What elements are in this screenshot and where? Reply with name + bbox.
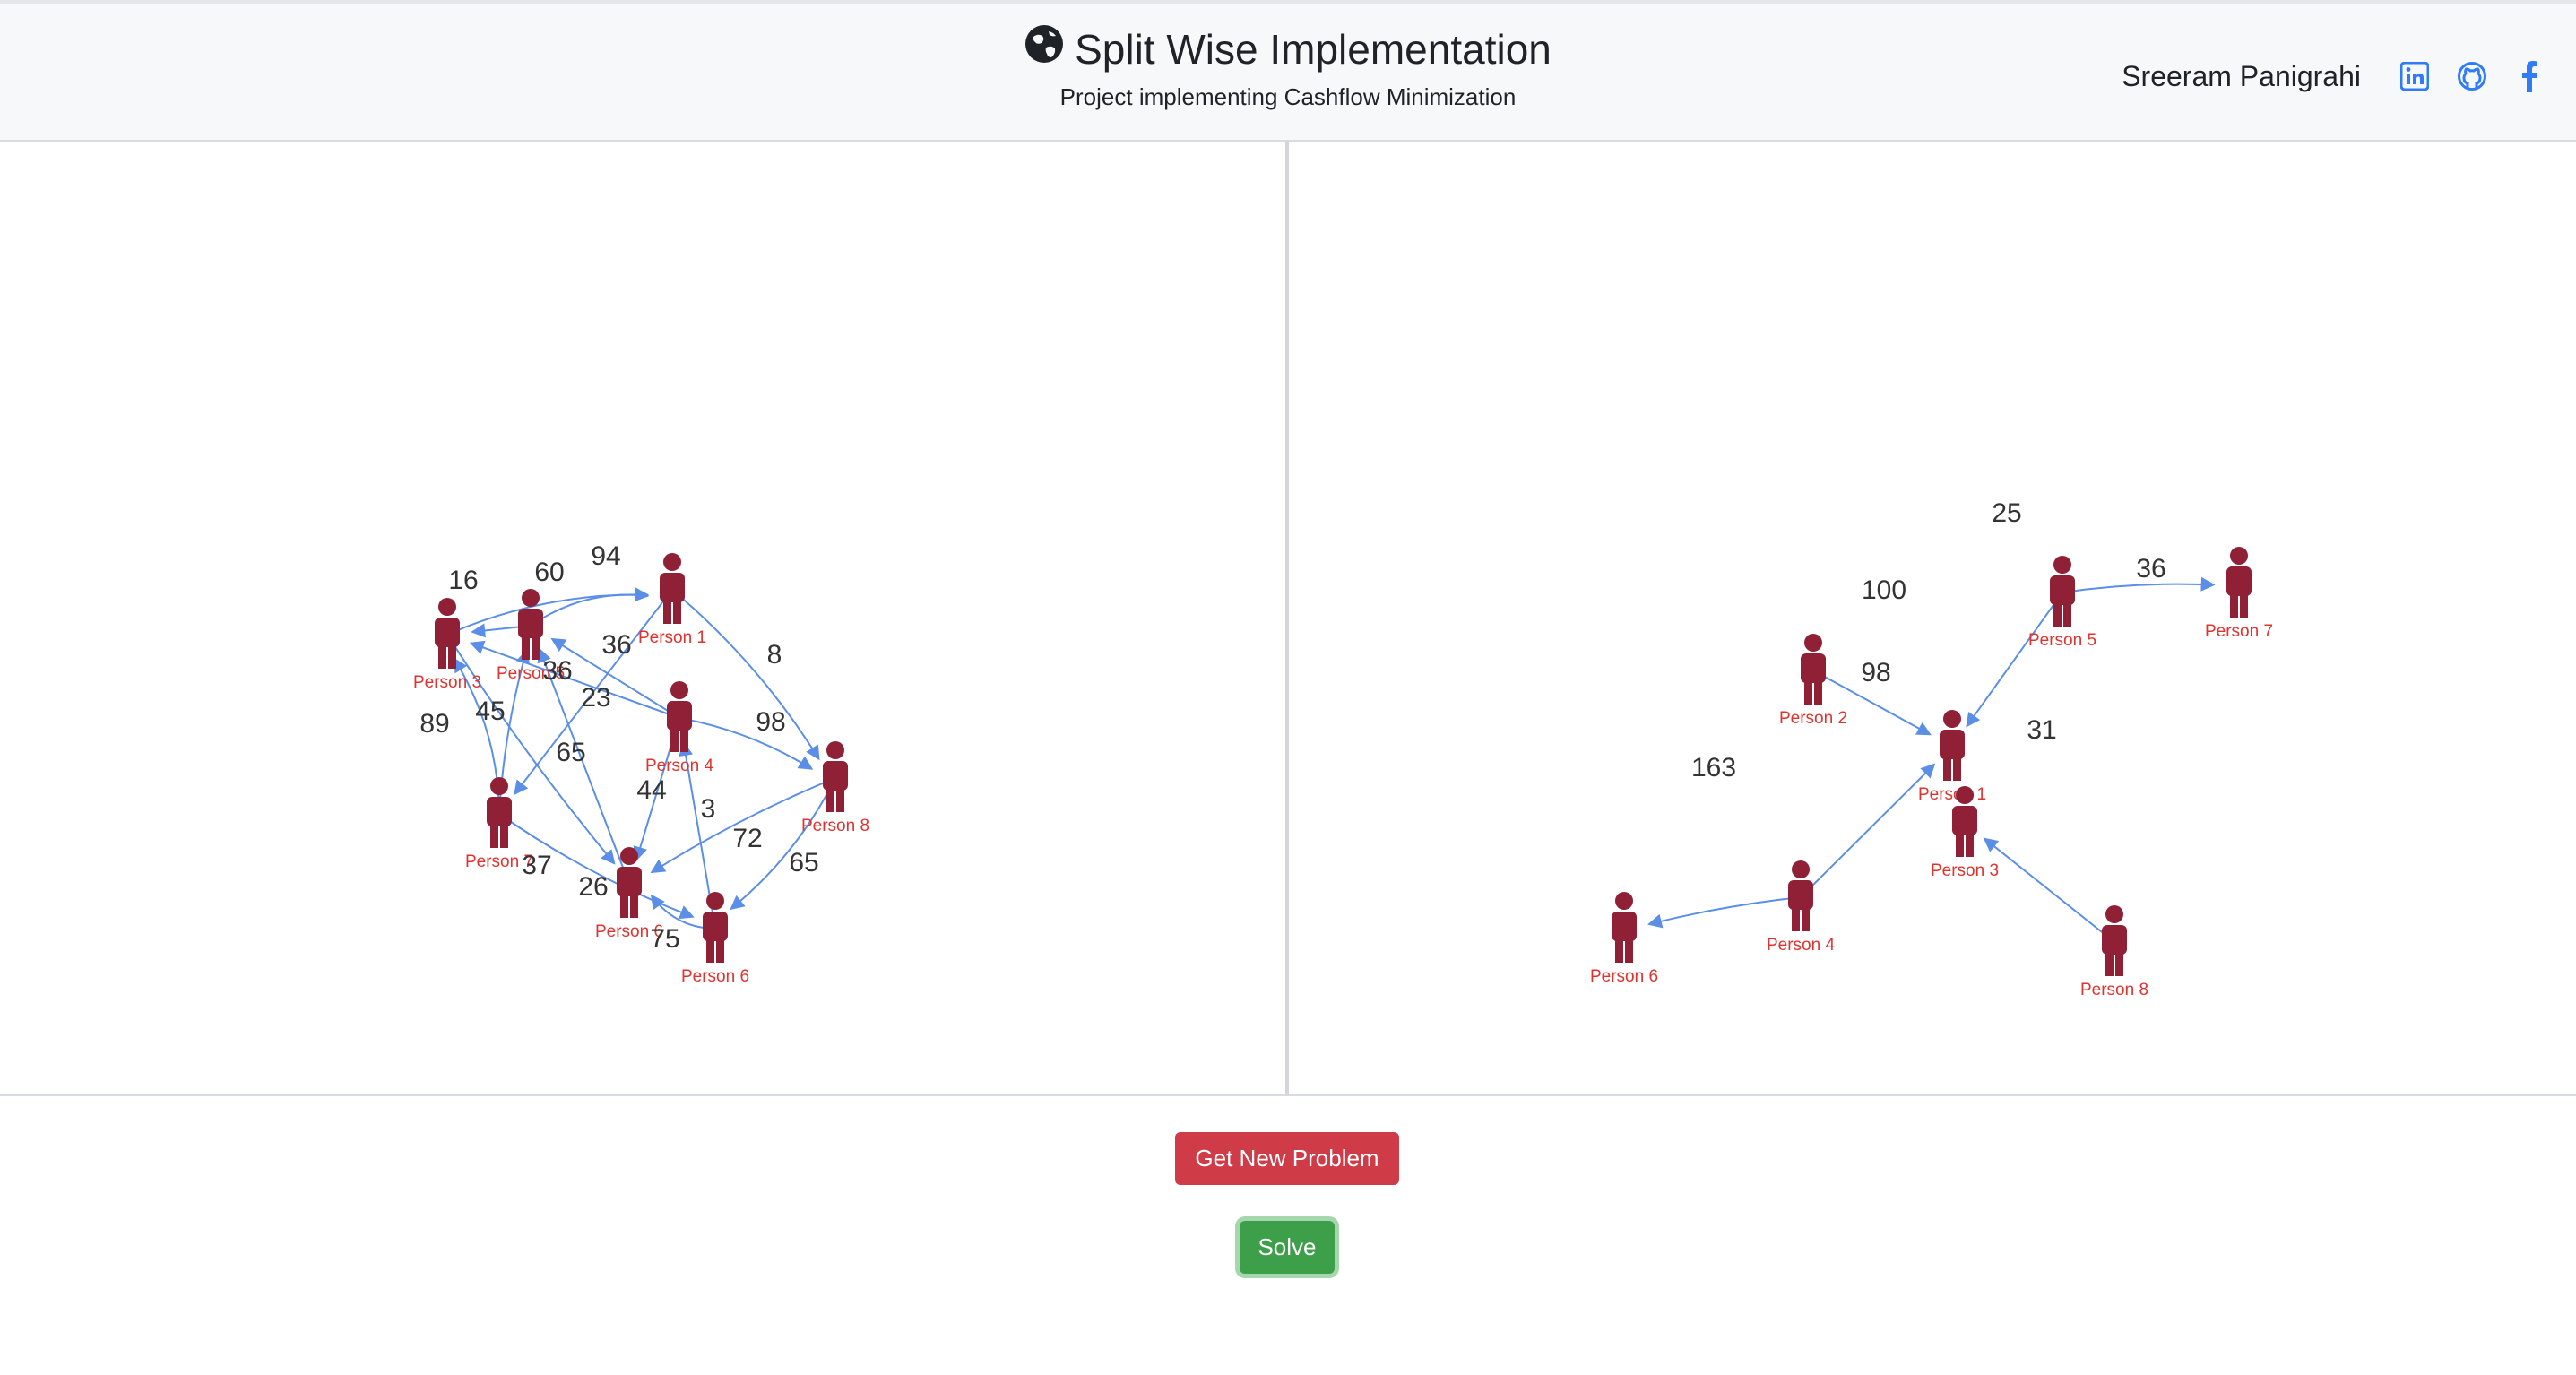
problem-node-p6[interactable]	[703, 892, 728, 963]
problem-edge-label: 89	[419, 709, 449, 739]
solution-edges	[1647, 576, 2216, 943]
top-border	[0, 0, 2576, 4]
facebook-icon[interactable]	[2510, 56, 2549, 96]
problem-edge[interactable]	[446, 634, 616, 865]
globe-icon	[1024, 24, 1064, 74]
problem-edge[interactable]	[537, 647, 630, 885]
solution-edge[interactable]	[1800, 763, 1936, 898]
problem-edge[interactable]	[514, 589, 673, 796]
solution-edge[interactable]	[1812, 670, 1932, 736]
solution-graph: Person 2 Person 5 Person 7 Person 1 Person 3…	[1590, 498, 2273, 999]
problem-edge-label: 98	[756, 707, 785, 737]
solution-edge[interactable]	[1983, 837, 2115, 943]
solution-node-label: Person 5	[2028, 631, 2096, 650]
problem-edge[interactable]	[679, 717, 814, 770]
problem-node-p1[interactable]	[660, 553, 685, 624]
solution-node-label: Person 8	[2080, 981, 2148, 999]
problem-edge[interactable]	[469, 640, 680, 719]
problem-node-p3[interactable]	[435, 598, 460, 669]
solution-node-p7[interactable]	[2226, 547, 2252, 618]
problem-node-p2[interactable]	[617, 847, 642, 918]
problem-edge[interactable]	[550, 637, 680, 719]
solution-node-p5[interactable]	[2050, 556, 2075, 627]
solution-node-label: Person 4	[1767, 936, 1835, 955]
problem-node-label: Person 8	[801, 817, 869, 835]
problem-edge-labels: 94 60 16 8 36 23 36 98 89 45 65 44 3 72 65 37 26 75	[419, 541, 818, 954]
problem-edge[interactable]	[530, 587, 650, 627]
title-wrap: Split Wise Implementation	[0, 24, 2576, 74]
solution-edge-label: 98	[1861, 658, 1890, 688]
solution-node-label: Person 6	[1590, 967, 1658, 986]
bottom-divider	[0, 1094, 2576, 1096]
solution-node-p2[interactable]	[1801, 634, 1826, 705]
solution-node-p8[interactable]	[2102, 905, 2127, 976]
problem-edge-label: 23	[581, 683, 610, 713]
problem-edge-label: 65	[556, 738, 585, 767]
problem-edge-label: 75	[650, 924, 679, 954]
problem-nodes: Person 1 Person 3 Person 5 Person 4 Person 8…	[413, 553, 869, 986]
solve-button[interactable]: Solve	[1240, 1221, 1335, 1274]
problem-node-label: Person 4	[645, 757, 713, 775]
github-icon[interactable]	[2452, 56, 2492, 96]
solution-node-p6[interactable]	[1612, 892, 1637, 963]
solution-graph-panel: Person 2 Person 5 Person 7 Person 1 Person 3…	[1289, 142, 2576, 1094]
linkedin-icon[interactable]	[2395, 56, 2434, 96]
problem-node-p8[interactable]	[823, 741, 848, 812]
problem-node-p7[interactable]	[487, 777, 512, 848]
solution-edge-label: 31	[2027, 715, 2056, 745]
problem-edge-label: 60	[534, 558, 564, 587]
problem-node-label: Person 6	[595, 922, 663, 941]
problem-node-label: Person 6	[681, 967, 749, 986]
problem-edge-label: 94	[591, 541, 620, 571]
solution-edge-labels: 36 25 100 98 163 31	[1691, 498, 2166, 783]
panel-divider[interactable]	[1285, 142, 1289, 1094]
solution-node-label: Person 7	[2205, 622, 2273, 641]
solution-nodes: Person 2 Person 5 Person 7 Person 1 Person 3…	[1590, 547, 2273, 999]
solution-node-p4[interactable]	[1788, 860, 1813, 931]
problem-edge-label: 44	[636, 775, 666, 805]
solution-node-label: Person 1	[1918, 785, 1986, 804]
problem-edge-label: 16	[448, 566, 478, 595]
solution-edge[interactable]	[1966, 592, 2063, 728]
solution-node-p3[interactable]	[1952, 786, 1977, 857]
problem-edge-label: 65	[789, 848, 818, 878]
problem-edge[interactable]	[650, 777, 836, 874]
problem-edge-label: 72	[732, 824, 762, 853]
page-title-text: Split Wise Implementation	[1075, 25, 1552, 73]
problem-edge[interactable]	[671, 589, 820, 761]
problem-node-p4[interactable]	[667, 681, 692, 752]
problem-node-label: Person 1	[638, 628, 706, 647]
solution-edge[interactable]	[2062, 576, 2216, 593]
get-new-problem-button[interactable]: Get New Problem	[1175, 1132, 1399, 1185]
solution-edge-label: 25	[1992, 498, 2021, 528]
problem-node-label: Person 7	[465, 852, 533, 871]
problem-node-label: Person 3	[413, 673, 481, 692]
page-subtitle: Project implementing Cashflow Minimizati…	[1059, 83, 1517, 110]
problem-edge-label: 36	[601, 630, 631, 660]
author-name: Sreeram Panigrahi	[2122, 59, 2361, 92]
solution-edge-label: 36	[2136, 554, 2165, 584]
problem-edge-label: 36	[542, 656, 572, 686]
solution-edge[interactable]	[1647, 896, 1802, 929]
problem-graph: Person 1 Person 3 Person 5 Person 4 Person 8…	[413, 541, 869, 986]
solution-edge-label: 100	[1862, 575, 1906, 605]
problem-edge-label: 8	[767, 640, 782, 670]
problem-graph-panel: Person 1 Person 3 Person 5 Person 4 Person 8…	[0, 142, 1285, 1094]
problem-edge[interactable]	[498, 813, 695, 920]
page-title: Split Wise Implementation	[1024, 24, 1552, 74]
solution-edge-label: 163	[1691, 753, 1736, 783]
problem-edge-label: 45	[475, 696, 505, 726]
problem-edge-label: 3	[701, 794, 716, 824]
problem-edge-label: 26	[578, 872, 608, 902]
problem-node-p5[interactable]	[518, 589, 543, 660]
solution-node-label: Person 3	[1931, 861, 1999, 880]
problem-node-label: Person 5	[497, 664, 565, 683]
problem-edge-label: 37	[522, 851, 551, 880]
solution-node-label: Person 2	[1779, 709, 1847, 728]
author-area: Sreeram Panigrahi	[2122, 56, 2549, 96]
header: Split Wise Implementation Project implem…	[0, 4, 2576, 142]
solution-node-p1[interactable]	[1940, 710, 1965, 781]
problem-edge[interactable]	[730, 777, 836, 911]
